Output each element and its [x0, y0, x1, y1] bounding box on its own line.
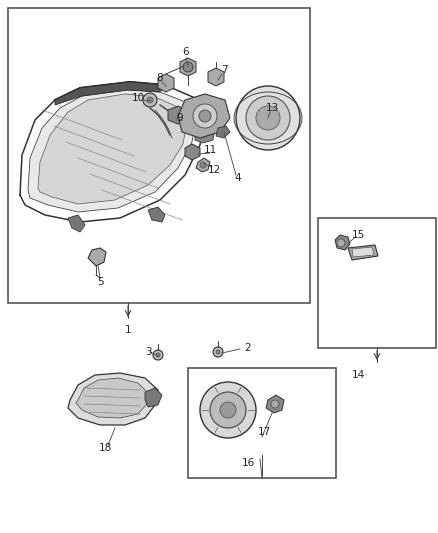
Text: 10: 10: [131, 93, 145, 103]
Polygon shape: [180, 58, 196, 76]
Polygon shape: [216, 126, 230, 138]
Text: 11: 11: [203, 145, 217, 155]
Polygon shape: [178, 94, 230, 138]
Circle shape: [271, 400, 279, 408]
Circle shape: [220, 402, 236, 418]
Polygon shape: [352, 247, 374, 257]
Circle shape: [193, 104, 217, 128]
Text: 3: 3: [145, 347, 151, 357]
Text: 7: 7: [221, 65, 227, 75]
Text: 5: 5: [97, 277, 103, 287]
Polygon shape: [38, 94, 187, 204]
Polygon shape: [76, 378, 148, 418]
Circle shape: [156, 353, 160, 357]
Text: 8: 8: [157, 73, 163, 83]
Bar: [8, 8, 310, 303]
Text: 9: 9: [177, 113, 184, 123]
Text: 12: 12: [207, 165, 221, 175]
Text: 16: 16: [241, 458, 254, 468]
Polygon shape: [148, 207, 165, 222]
Polygon shape: [196, 158, 210, 172]
Text: 13: 13: [265, 103, 279, 113]
Polygon shape: [68, 373, 158, 425]
Bar: [188, 368, 336, 478]
Circle shape: [199, 110, 211, 122]
Text: 6: 6: [183, 47, 189, 57]
Polygon shape: [88, 248, 106, 266]
Circle shape: [200, 162, 206, 168]
Circle shape: [147, 97, 153, 103]
Polygon shape: [158, 74, 174, 92]
Text: 1: 1: [125, 325, 131, 335]
Circle shape: [236, 86, 300, 150]
Polygon shape: [335, 235, 350, 250]
Text: 18: 18: [99, 443, 112, 453]
Text: 15: 15: [351, 230, 364, 240]
Polygon shape: [68, 215, 85, 232]
Circle shape: [213, 347, 223, 357]
Circle shape: [256, 106, 280, 130]
Text: 2: 2: [245, 343, 251, 353]
Polygon shape: [208, 68, 224, 86]
Circle shape: [183, 62, 193, 72]
Text: 4: 4: [235, 173, 241, 183]
Circle shape: [216, 350, 220, 354]
Text: 17: 17: [258, 427, 271, 437]
Polygon shape: [195, 120, 215, 143]
Circle shape: [246, 96, 290, 140]
Circle shape: [200, 382, 256, 438]
Polygon shape: [28, 90, 196, 212]
Text: 14: 14: [351, 370, 364, 380]
Polygon shape: [185, 144, 200, 160]
Circle shape: [143, 93, 157, 107]
Circle shape: [337, 239, 345, 247]
Polygon shape: [55, 82, 165, 105]
Polygon shape: [168, 106, 186, 124]
Polygon shape: [145, 388, 162, 407]
Bar: [318, 218, 436, 348]
Circle shape: [210, 392, 246, 428]
Polygon shape: [266, 395, 284, 413]
Circle shape: [153, 350, 163, 360]
Polygon shape: [348, 245, 378, 260]
